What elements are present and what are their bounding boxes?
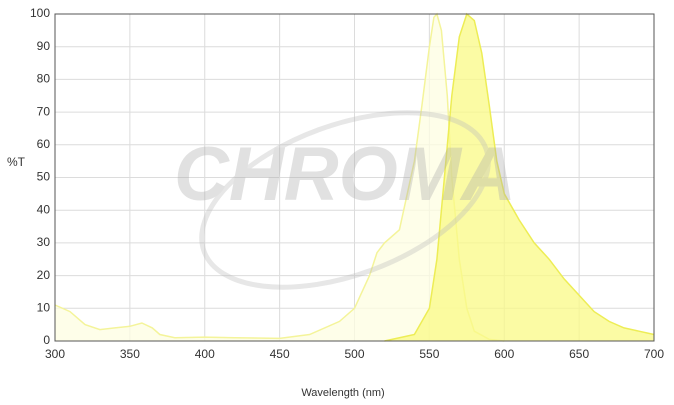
area-line <box>384 12 655 342</box>
plot-frame <box>54 13 655 342</box>
x-tick-label: 650 <box>569 347 589 361</box>
y-tick-label: 10 <box>37 300 51 314</box>
x-tick-label: 350 <box>120 347 140 361</box>
y-tick-label: 100 <box>30 6 50 20</box>
y-tick-label: 90 <box>37 39 51 53</box>
x-tick-label: 400 <box>195 347 215 361</box>
watermark: CHROMA <box>174 110 516 290</box>
y-tick-label: 50 <box>37 170 51 184</box>
y-tick-label: 20 <box>37 268 51 282</box>
x-tick-label: 600 <box>494 347 514 361</box>
x-tick-label: 550 <box>419 347 439 361</box>
x-axis-label: Wavelength (nm) <box>301 387 384 399</box>
x-tick-label: 300 <box>45 347 65 361</box>
watermark-ring <box>199 110 491 290</box>
watermark-text: CHROMA <box>174 132 516 217</box>
y-tick-label: 40 <box>37 202 51 216</box>
x-tick-label: 500 <box>344 347 364 361</box>
y-tick-label: 70 <box>37 104 51 118</box>
y-axis-label: %T <box>7 155 26 169</box>
area-fill <box>55 14 505 341</box>
y-tick-label: 80 <box>37 72 51 86</box>
y-tick-label: 60 <box>37 137 51 151</box>
y-tick-label: 0 <box>43 333 50 347</box>
y-tick-label: 30 <box>37 235 51 249</box>
x-tick-label: 700 <box>644 347 664 361</box>
x-tick-label: 450 <box>270 347 290 361</box>
